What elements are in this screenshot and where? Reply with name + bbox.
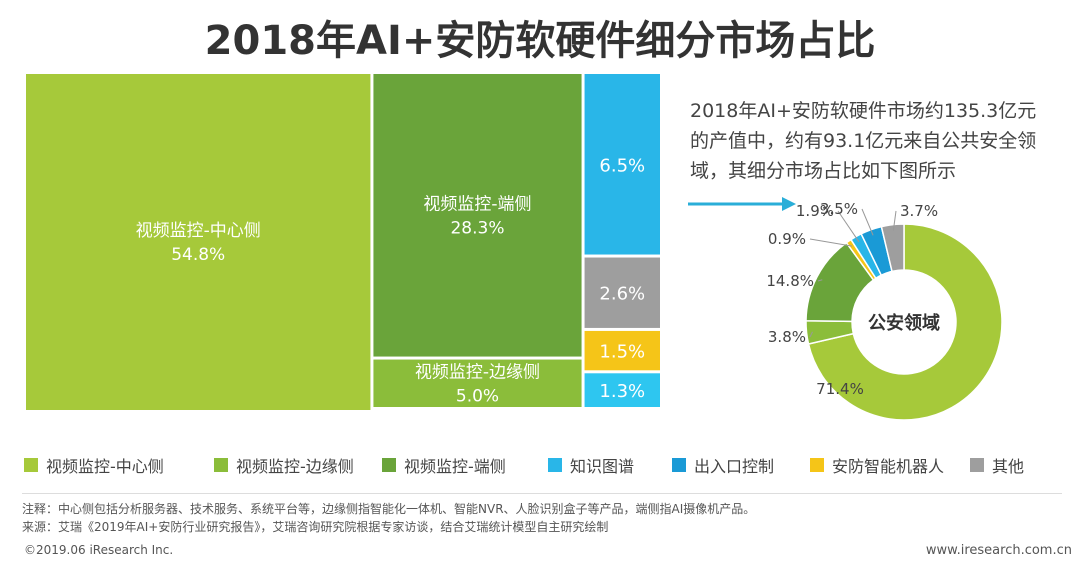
footer-source: 来源：艾瑞《2019年AI+安防行业研究报告》，艾瑞咨询研究院根据专家访谈，结合… bbox=[22, 520, 609, 534]
legend-swatch bbox=[672, 458, 686, 472]
treemap-value-出入口控制: 1.3% bbox=[599, 381, 645, 402]
legend-label: 视频监控-中心侧 bbox=[46, 457, 164, 476]
pointer-arrow-head bbox=[782, 197, 796, 211]
donut-label-视频监控-边缘侧: 3.8% bbox=[768, 328, 806, 346]
legend-label: 视频监控-边缘侧 bbox=[236, 457, 354, 476]
donut-leader-知识图谱 bbox=[837, 210, 860, 243]
donut-center-label: 公安领域 bbox=[868, 312, 940, 334]
site-url: www.iresearch.com.cn bbox=[925, 543, 1072, 558]
legend-label: 安防智能机器人 bbox=[832, 457, 945, 476]
legend-item-出入口控制: 出入口控制 bbox=[672, 453, 774, 477]
legend-item-视频监控-中心侧: 视频监控-中心侧 bbox=[24, 453, 164, 477]
treemap-label-视频监控-中心侧: 视频监控-中心侧 bbox=[136, 221, 261, 241]
summary-note-line2: 的产值中，约有93.1亿元来自公共安全领 bbox=[690, 130, 1037, 152]
legend-label: 出入口控制 bbox=[694, 457, 775, 476]
treemap-cell-视频监控-中心侧 bbox=[26, 74, 371, 410]
chart-legend: 视频监控-中心侧 视频监控-边缘侧 视频监控-端侧 知识图谱 出入口控制 安防智能机器人 其… bbox=[24, 453, 1074, 479]
legend-label: 视频监控-端侧 bbox=[404, 457, 506, 476]
legend-swatch bbox=[970, 458, 984, 472]
legend-item-安防智能机器人: 安防智能机器人 bbox=[810, 453, 944, 477]
treemap-cell-知识图谱 bbox=[584, 74, 660, 255]
donut-leader-其他 bbox=[892, 210, 897, 231]
donut-leader-安防智能机器人 bbox=[809, 238, 853, 247]
treemap-cell-视频监控-边缘侧 bbox=[373, 359, 582, 407]
treemap-cell-其他 bbox=[584, 257, 660, 328]
footer-note: 注释：中心侧包括分析服务器、技术服务、系统平台等，边缘侧指智能化一体机、智能NV… bbox=[22, 502, 756, 516]
legend-item-知识图谱: 知识图谱 bbox=[548, 453, 634, 477]
donut-leader-视频监控-端侧 bbox=[817, 279, 823, 282]
legend-swatch bbox=[24, 458, 38, 472]
copyright: ©2019.06 iResearch Inc. bbox=[24, 543, 174, 557]
summary-note-line1: 2018年AI+安防软硬件市场约135.3亿元 bbox=[690, 100, 1037, 122]
legend-item-其他: 其他 bbox=[970, 453, 1024, 477]
donut-label-视频监控-中心侧: 71.4% bbox=[816, 380, 864, 398]
treemap-value-视频监控-端侧: 28.3% bbox=[450, 218, 504, 238]
treemap-label-视频监控-端侧: 视频监控-端侧 bbox=[423, 194, 531, 214]
donut-leader-出入口控制 bbox=[861, 208, 874, 236]
legend-label: 其他 bbox=[992, 457, 1025, 476]
summary-note: 2018年AI+安防软硬件市场约135.3亿元 的产值中，约有93.1亿元来自公… bbox=[690, 96, 1070, 186]
donut-slice-视频监控-中心侧 bbox=[807, 223, 1003, 421]
treemap-label-视频监控-边缘侧: 视频监控-边缘侧 bbox=[415, 362, 540, 382]
footer-divider bbox=[22, 493, 1062, 494]
donut-label-出入口控制: 3.5% bbox=[820, 200, 858, 218]
chart-title: 2018年AI+安防软硬件细分市场占比 bbox=[204, 18, 876, 64]
treemap-cell-安防智能机器人 bbox=[584, 330, 660, 371]
donut-label-知识图谱: 1.9% bbox=[796, 202, 834, 220]
legend-swatch bbox=[382, 458, 396, 472]
legend-swatch bbox=[214, 458, 228, 472]
legend-item-视频监控-端侧: 视频监控-端侧 bbox=[382, 453, 506, 477]
legend-item-视频监控-边缘侧: 视频监控-边缘侧 bbox=[214, 453, 354, 477]
treemap-value-视频监控-中心侧: 54.8% bbox=[171, 245, 225, 265]
legend-swatch bbox=[810, 458, 824, 472]
treemap-cell-出入口控制 bbox=[584, 373, 660, 407]
treemap-value-视频监控-边缘侧: 5.0% bbox=[456, 386, 499, 406]
donut-label-视频监控-端侧: 14.8% bbox=[766, 272, 814, 290]
treemap-value-知识图谱: 6.5% bbox=[599, 155, 645, 176]
legend-swatch bbox=[548, 458, 562, 472]
legend-label: 知识图谱 bbox=[570, 457, 635, 476]
treemap-cell-视频监控-端侧 bbox=[373, 74, 582, 357]
donut-label-安防智能机器人: 0.9% bbox=[768, 230, 806, 248]
treemap-value-安防智能机器人: 1.5% bbox=[599, 342, 645, 363]
donut-slice-其他 bbox=[880, 223, 905, 273]
donut-leader-视频监控-边缘侧 bbox=[809, 331, 813, 338]
summary-note-line3: 域，其细分市场占比如下图所示 bbox=[690, 160, 957, 182]
donut-label-其他: 3.7% bbox=[900, 202, 938, 220]
treemap-value-其他: 2.6% bbox=[599, 284, 645, 305]
